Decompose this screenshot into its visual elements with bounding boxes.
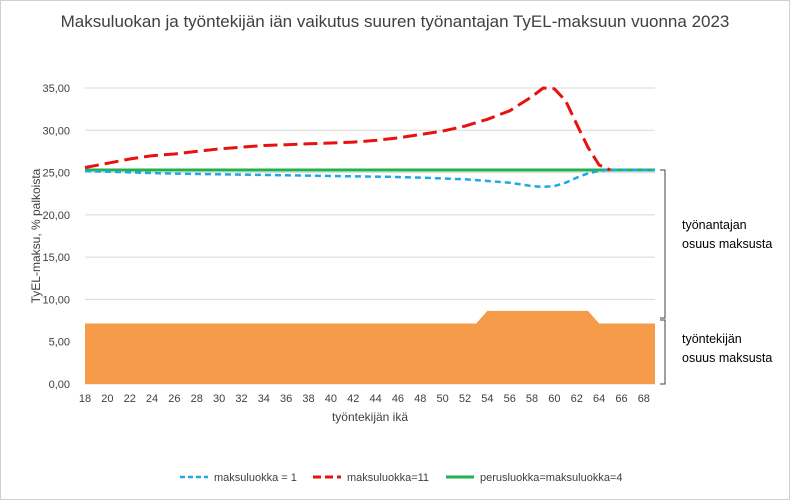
y-tick-label: 10,00	[42, 294, 70, 306]
x-tick-label: 58	[526, 393, 538, 405]
employee-share-area	[85, 310, 655, 384]
x-tick-label: 42	[347, 393, 359, 405]
y-tick-label: 0,00	[49, 379, 70, 391]
legend-label-3: perusluokka=maksuluokka=4	[480, 472, 622, 484]
x-tick-label: 44	[369, 393, 381, 405]
x-tick-label: 24	[146, 393, 158, 405]
x-tick-label: 20	[101, 393, 113, 405]
x-tick-label: 52	[459, 393, 471, 405]
x-tick-label: 32	[235, 393, 247, 405]
x-tick-label: 64	[593, 393, 605, 405]
x-tick-label: 30	[213, 393, 225, 405]
y-tick-label: 30,00	[42, 125, 70, 137]
x-tick-label: 62	[571, 393, 583, 405]
x-tick-label: 46	[392, 393, 404, 405]
x-tick-label: 54	[481, 393, 493, 405]
series-line-1	[84, 168, 655, 189]
bracket-employee	[660, 319, 666, 385]
y-tick-label: 35,00	[42, 83, 70, 95]
x-tick-label: 18	[79, 393, 91, 405]
chart-title: Maksuluokan ja työntekijän iän vaikutus …	[60, 12, 730, 31]
y-tick-label: 5,00	[49, 337, 70, 349]
x-tick-label: 26	[168, 393, 180, 405]
x-tick-label: 60	[548, 393, 560, 405]
y-tick-label: 20,00	[42, 210, 70, 222]
x-tick-label: 50	[437, 393, 449, 405]
x-axis-label: työntekijän ikä	[332, 410, 408, 424]
y-tick-label: 15,00	[42, 252, 70, 264]
x-tick-label: 38	[302, 393, 314, 405]
x-tick-label: 66	[615, 393, 627, 405]
y-tick-label: 25,00	[42, 168, 70, 180]
x-tick-label: 48	[414, 393, 426, 405]
x-tick-label: 56	[504, 393, 516, 405]
annotation-employee-share: osuus maksusta	[682, 351, 772, 365]
legend-label-1: maksuluokka = 1	[214, 472, 297, 484]
y-axis-label: TyEL-maksu, % palkoista	[29, 168, 43, 303]
x-tick-label: 40	[325, 393, 337, 405]
x-tick-label: 28	[191, 393, 203, 405]
legend-label-2: maksuluokka=11	[347, 472, 429, 484]
x-tick-label: 34	[258, 393, 270, 405]
x-tick-label: 22	[124, 393, 136, 405]
x-tick-label: 68	[638, 393, 650, 405]
bracket-employer	[660, 169, 666, 319]
annotation-employee-share: työntekijän	[682, 332, 742, 346]
annotation-employer-share: työnantajan	[682, 218, 747, 232]
x-tick-label: 36	[280, 393, 292, 405]
annotation-employer-share: osuus maksusta	[682, 237, 772, 251]
series-line-2	[84, 86, 611, 172]
